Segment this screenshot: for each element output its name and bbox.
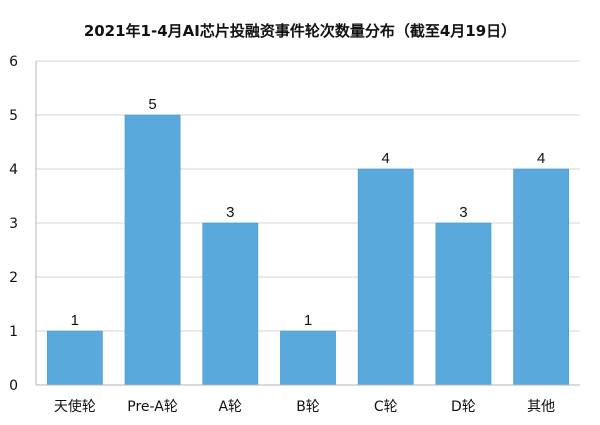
x-tick-label: B轮 xyxy=(296,399,320,415)
y-axis: 0 1 2 3 4 5 6 xyxy=(9,54,37,394)
y-tick-label: 0 xyxy=(9,378,18,394)
bar-1 xyxy=(124,114,181,386)
y-tick-label: 4 xyxy=(9,162,18,178)
bar-4 xyxy=(357,168,414,386)
grid-lines xyxy=(36,60,580,332)
chart-title: 2021年1-4月AI芯片投融资事件轮次数量分布（截至4月19日） xyxy=(84,22,516,40)
bar-0 xyxy=(46,330,103,386)
bar-2 xyxy=(202,222,259,386)
x-tick-label: 天使轮 xyxy=(54,398,96,415)
data-labels: 1 5 3 1 4 3 4 xyxy=(71,96,546,329)
data-label: 1 xyxy=(71,312,79,329)
x-tick-label: D轮 xyxy=(451,399,476,415)
x-tick-label: 其他 xyxy=(527,399,555,415)
x-axis: 天使轮 Pre-A轮 A轮 B轮 C轮 D轮 其他 xyxy=(36,384,580,415)
data-label: 3 xyxy=(459,204,467,221)
data-label: 1 xyxy=(304,312,312,329)
bar-6 xyxy=(513,168,570,386)
bars xyxy=(46,114,570,386)
data-label: 4 xyxy=(537,150,545,167)
bar-3 xyxy=(280,330,336,386)
y-tick-label: 5 xyxy=(9,108,18,124)
bar-5 xyxy=(435,222,492,386)
x-tick-label: A轮 xyxy=(218,399,242,415)
data-label: 5 xyxy=(148,96,156,113)
x-tick-label: C轮 xyxy=(374,399,398,415)
y-tick-label: 6 xyxy=(9,54,18,70)
y-tick-label: 2 xyxy=(9,270,18,286)
y-tick-label: 3 xyxy=(9,216,18,232)
data-label: 4 xyxy=(382,150,390,167)
data-label: 3 xyxy=(226,204,234,221)
y-tick-label: 1 xyxy=(9,324,18,340)
x-tick-label: Pre-A轮 xyxy=(127,399,178,415)
